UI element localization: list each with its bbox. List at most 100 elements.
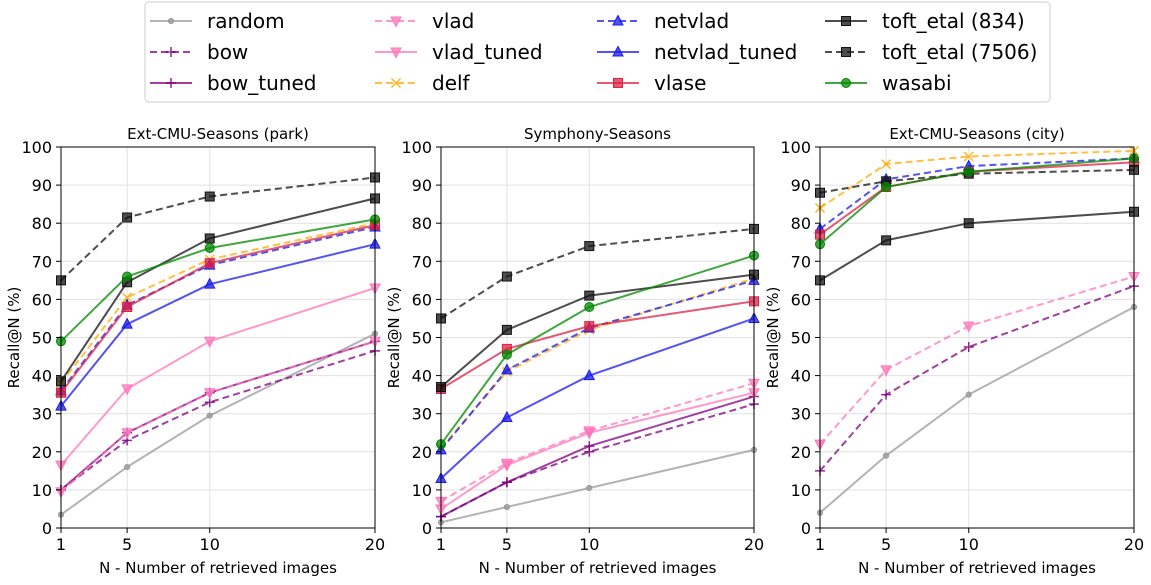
panel-3-series-bow-point-marker bbox=[881, 389, 892, 400]
y-tick-label: 10 bbox=[791, 481, 811, 500]
panel-3-series-wasabi-point-marker bbox=[881, 182, 892, 193]
legend-entry-bow-tuned: bow_tuned bbox=[150, 71, 316, 95]
panel-2-series-netvlad-tuned-point-marker bbox=[501, 410, 513, 423]
y-tick-label: 40 bbox=[412, 367, 432, 386]
legend-entry-vlad-marker bbox=[390, 16, 402, 28]
legend-entry-toft-etal-834-label: toft_etal (834) bbox=[882, 9, 1025, 33]
legend-entry-bow-tuned-label: bow_tuned bbox=[207, 71, 316, 95]
panel-1-title: Ext-CMU-Seasons (park) bbox=[127, 125, 309, 143]
panel-3-series-delf-line bbox=[819, 149, 1135, 209]
panel-2-series-vlad-tuned-point-marker bbox=[583, 428, 596, 440]
panel-2-series-random-point-marker bbox=[586, 484, 593, 492]
panel-1-series-vlad-point-marker bbox=[121, 428, 133, 440]
panel-3-series-netvlad-line bbox=[819, 157, 1135, 230]
legend-entry-vlad-tuned: vlad_tuned bbox=[375, 40, 543, 64]
panel-1: 0 10 20 30 40 50 60 70 80 90 100 1 5 10 20 Ext-CMU-Seas… bbox=[5, 125, 385, 577]
legend-entry-vlad-label: vlad bbox=[432, 9, 474, 33]
panel-2-grid bbox=[440, 146, 755, 529]
panel-3-series-toft-etal-834-point-marker bbox=[881, 235, 892, 246]
panel-3-series-bow-point-marker bbox=[963, 342, 974, 353]
panel-3-title: Ext-CMU-Seasons (city) bbox=[889, 125, 1064, 143]
legend-entry-netvlad-tuned-marker bbox=[612, 45, 624, 57]
legend-entry-vlase-label: vlase bbox=[654, 71, 706, 95]
panel-3-ylabel: Recall@N (%) bbox=[764, 287, 782, 389]
y-tick-label: 30 bbox=[412, 405, 432, 424]
panel-3-series-delf-point-marker bbox=[881, 159, 892, 170]
panel-3-series-random-point-marker bbox=[883, 452, 890, 459]
y-tick-label: 20 bbox=[791, 443, 811, 462]
y-tick-label: 10 bbox=[412, 481, 432, 500]
panel-3-series-toft-etal-834-line bbox=[819, 210, 1135, 282]
panel-1-series-vlad-point-marker bbox=[203, 388, 216, 400]
y-tick-label: 80 bbox=[412, 214, 432, 233]
panel-1-series-random-point-marker bbox=[124, 463, 131, 471]
legend-entry-wasabi-label: wasabi bbox=[882, 71, 952, 95]
panel-3-series-vlase bbox=[815, 157, 1139, 240]
x-tick-label: 10 bbox=[579, 535, 599, 554]
panel-1-series-wasabi bbox=[56, 214, 380, 347]
legend-entry-vlad: vlad bbox=[375, 9, 474, 33]
panel-2-series-wasabi bbox=[436, 250, 759, 450]
y-tick-label: 60 bbox=[412, 290, 432, 309]
y-tick-label: 70 bbox=[412, 252, 432, 271]
panel-1-series-vlad-tuned bbox=[55, 283, 381, 472]
y-tick-label: 70 bbox=[791, 252, 811, 271]
legend-entry-delf-label: delf bbox=[432, 71, 471, 95]
panel-1-series-vlase-point-marker bbox=[204, 258, 215, 269]
legend-entry-vlad-tuned-marker bbox=[390, 47, 402, 59]
panel-2-series-toft-etal-7506-point-marker bbox=[501, 271, 512, 282]
panel-1-series-vlad-tuned-point-marker bbox=[203, 336, 216, 348]
panel-1-series-vlad-tuned-point-marker bbox=[121, 384, 133, 396]
x-tick-label: 1 bbox=[56, 535, 66, 554]
y-tick-label: 0 bbox=[801, 519, 811, 538]
panel-2-series-random-line bbox=[440, 448, 755, 524]
panel-1-series-vlad-tuned-line bbox=[60, 287, 376, 466]
y-tick-label: 20 bbox=[32, 443, 52, 462]
panel-3-series-toft-etal-834-point-marker bbox=[963, 218, 974, 229]
legend-entry-toft-etal-7506-label: toft_etal (7506) bbox=[882, 40, 1037, 64]
panel-2-series-netvlad-line bbox=[440, 279, 755, 451]
legend-entry-netvlad-label: netvlad bbox=[654, 9, 729, 33]
panel-3-series-vlad-point-marker bbox=[962, 321, 975, 333]
panel-1-grid bbox=[60, 146, 376, 529]
panel-3-series-toft-etal-834 bbox=[815, 206, 1139, 286]
panel-1-series-toft-etal-7506 bbox=[56, 172, 380, 286]
panel-2-series-vlad-tuned-point-marker bbox=[501, 460, 513, 472]
legend-entry-netvlad-marker bbox=[612, 14, 624, 26]
panel-2: 0 10 20 30 40 50 60 70 80 90 100 1 5 10 20 Symphony-Sea… bbox=[385, 125, 764, 577]
panel-2-series-toft-etal-7506-point-marker bbox=[584, 241, 595, 252]
panel-1-series-random-point-marker bbox=[206, 412, 213, 419]
legend-entry-netvlad-tuned-label: netvlad_tuned bbox=[654, 40, 797, 64]
panel-2-series-wasabi-point-marker bbox=[584, 302, 595, 313]
panel-1-series-netvlad-tuned-point-marker bbox=[121, 317, 133, 329]
panel-1-xlabel: N - Number of retrieved images bbox=[99, 559, 337, 577]
legend-entry-vlase-marker bbox=[613, 78, 623, 88]
panel-3-series-random bbox=[816, 303, 1138, 516]
panel-1-series-wasabi-point-marker bbox=[204, 242, 215, 253]
legend-entry-toft-etal-834-marker bbox=[841, 16, 851, 26]
legend-entry-bow-marker bbox=[166, 47, 176, 57]
legend-entry-bow-tuned-marker bbox=[166, 78, 176, 88]
legend-entry-delf: delf bbox=[375, 71, 471, 95]
y-tick-label: 0 bbox=[422, 519, 432, 538]
panel-1-series-vlase-point-marker bbox=[122, 302, 133, 313]
panel-2-series-toft-etal-834-point-marker bbox=[501, 324, 512, 335]
y-tick-label: 70 bbox=[32, 252, 52, 271]
panel-2-series-bow-tuned-line bbox=[440, 395, 755, 518]
panel-3-series-wasabi-point-marker bbox=[963, 166, 974, 177]
y-tick-label: 80 bbox=[32, 214, 52, 233]
panel-1-series-toft-etal-7506-point-marker bbox=[122, 212, 133, 223]
legend-entry-random-label: random bbox=[207, 9, 285, 33]
y-tick-label: 50 bbox=[791, 329, 811, 348]
panel-2-series-bow-tuned bbox=[436, 391, 759, 522]
panel-2-series-netvlad-tuned-point-marker bbox=[583, 369, 596, 381]
panel-2-series-random bbox=[437, 446, 758, 526]
y-tick-label: 50 bbox=[412, 329, 432, 348]
panel-2-xlabel: N - Number of retrieved images bbox=[479, 559, 717, 577]
panel-3-series-bow-line bbox=[819, 285, 1135, 472]
panel-2-series-vlase-point-marker bbox=[584, 321, 595, 332]
panel-1-series-random bbox=[57, 330, 379, 518]
y-tick-label: 60 bbox=[791, 290, 811, 309]
panel-3-series-wasabi bbox=[815, 153, 1139, 250]
